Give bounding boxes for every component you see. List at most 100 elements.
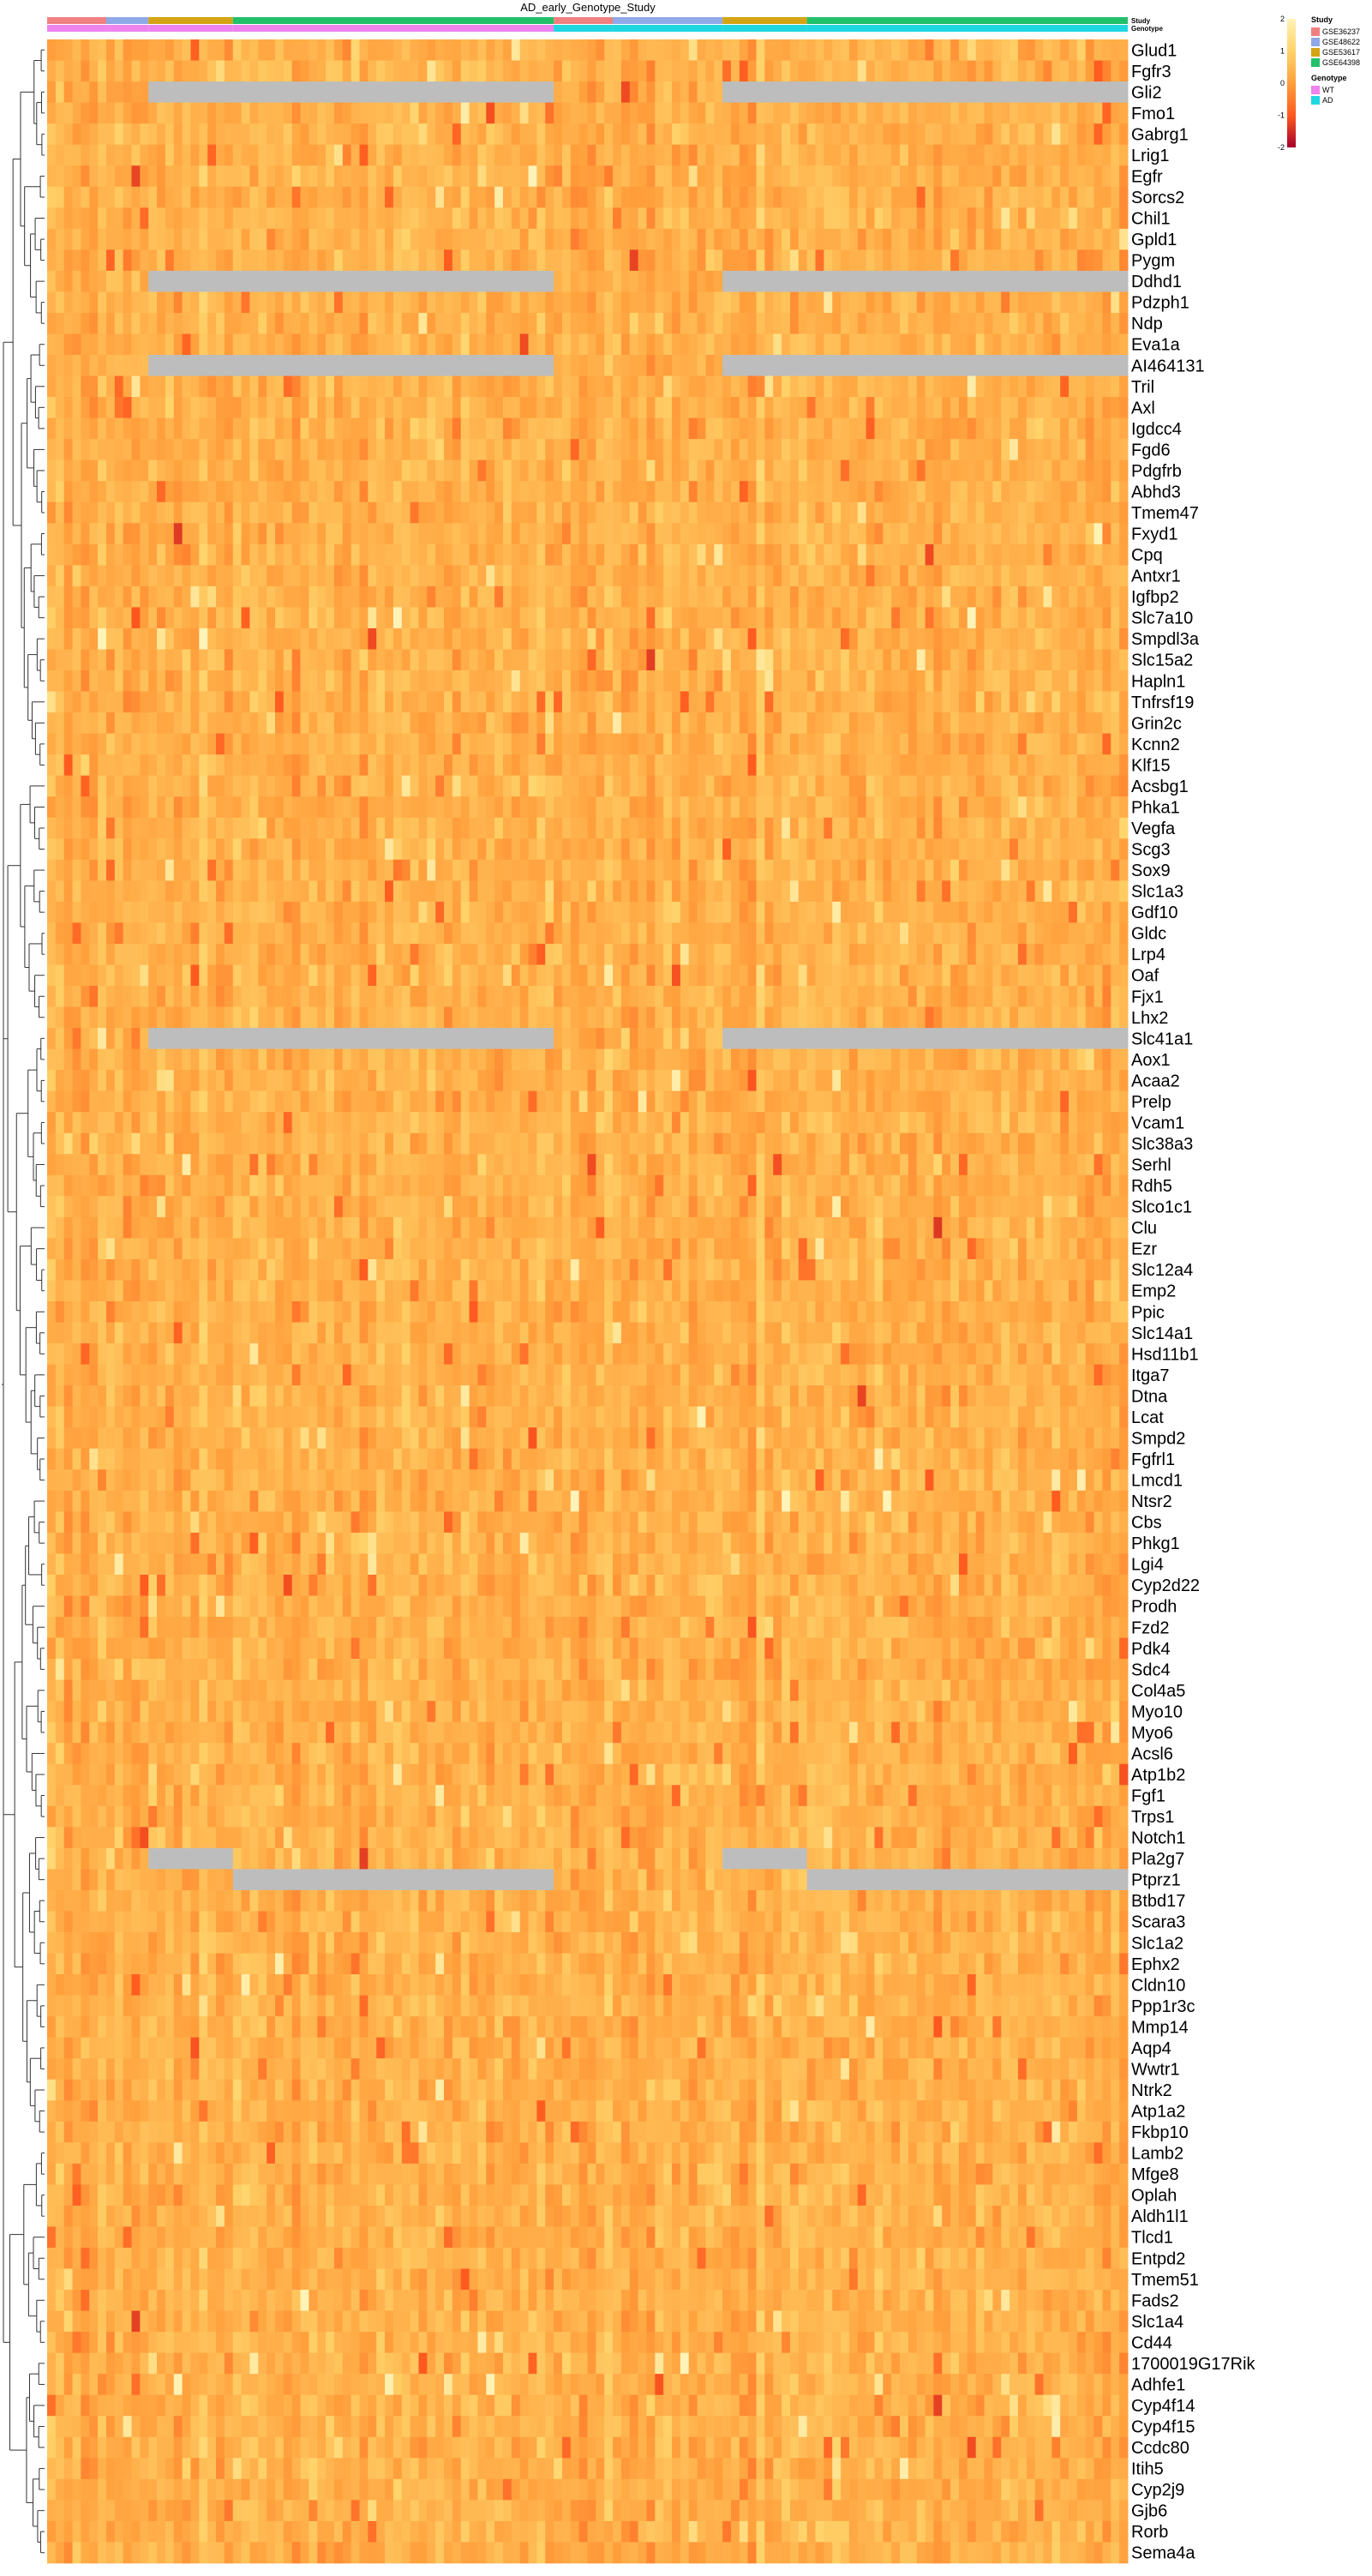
heatmap-row-phka1 xyxy=(47,796,1129,819)
heatmap-cell xyxy=(519,123,530,146)
study-annotation-gse36237 xyxy=(47,17,106,24)
heatmap-cell xyxy=(173,207,183,230)
heatmap-cell xyxy=(857,228,867,250)
heatmap-cell xyxy=(131,733,141,755)
heatmap-cell xyxy=(883,627,892,650)
heatmap-cell xyxy=(148,228,158,250)
heatmap-row-fgfr3 xyxy=(47,60,1129,82)
heatmap-cell xyxy=(444,712,453,734)
heatmap-cell xyxy=(789,375,800,398)
heatmap-cell xyxy=(165,186,175,208)
heatmap-cell xyxy=(1051,670,1061,692)
heatmap-cell xyxy=(376,481,386,503)
heatmap-cell xyxy=(1043,649,1052,671)
heatmap-cell xyxy=(392,670,403,692)
heatmap-cell xyxy=(933,60,943,82)
heatmap-cell xyxy=(173,859,183,881)
heatmap-cell xyxy=(672,270,681,292)
heatmap-cell xyxy=(317,333,327,356)
heatmap-cell xyxy=(342,670,352,692)
heatmap-cell xyxy=(866,607,875,629)
heatmap-cell xyxy=(486,165,495,188)
heatmap-cell xyxy=(950,859,960,881)
heatmap-cell xyxy=(63,649,74,671)
heatmap-cell xyxy=(697,607,706,629)
heatmap-cell xyxy=(81,543,90,566)
heatmap-cell xyxy=(55,501,65,524)
heatmap-cell xyxy=(1069,523,1078,545)
heatmap-cell xyxy=(359,649,368,671)
heatmap-cell xyxy=(1001,712,1010,734)
heatmap-cell xyxy=(418,123,428,146)
heatmap-cell xyxy=(958,585,968,608)
heatmap-cell xyxy=(173,754,183,777)
heatmap-cell xyxy=(418,859,428,881)
heatmap-cell xyxy=(824,39,833,61)
heatmap-cell xyxy=(832,165,842,188)
heatmap-cell xyxy=(739,207,749,230)
heatmap-cell xyxy=(224,123,234,146)
heatmap-cell xyxy=(207,501,217,524)
heatmap-cell xyxy=(47,123,57,146)
heatmap-cell xyxy=(620,375,631,398)
heatmap-cell xyxy=(376,859,386,881)
heatmap-cell xyxy=(444,523,453,545)
heatmap-cell xyxy=(326,880,335,903)
heatmap-cell xyxy=(392,565,403,587)
heatmap-cell xyxy=(1102,207,1111,230)
heatmap-cell xyxy=(646,123,656,146)
heatmap-cell xyxy=(249,733,259,755)
heatmap-cell xyxy=(883,102,892,124)
heatmap-cell xyxy=(401,207,411,230)
heatmap-cell xyxy=(291,627,302,650)
heatmap-cell xyxy=(613,417,622,440)
heatmap-cell xyxy=(933,312,943,334)
heatmap-cell xyxy=(528,585,537,608)
heatmap-cell xyxy=(578,355,588,376)
heatmap-cell xyxy=(857,144,867,166)
heatmap-cell xyxy=(283,291,293,314)
heatmap-cell xyxy=(933,228,943,250)
heatmap-cell xyxy=(578,501,588,524)
heatmap-cell xyxy=(613,397,622,418)
heatmap-cell xyxy=(857,375,867,398)
heatmap-cell xyxy=(274,375,285,398)
heatmap-cell xyxy=(798,417,808,440)
heatmap-cell xyxy=(587,355,596,376)
heatmap-cell xyxy=(1076,102,1087,124)
heatmap-cell xyxy=(613,523,622,545)
heatmap-cell xyxy=(933,123,943,146)
heatmap-cell xyxy=(697,417,706,440)
heatmap-cell xyxy=(123,585,133,608)
heatmap-cell xyxy=(105,144,116,166)
heatmap-cell xyxy=(249,291,259,314)
heatmap-cell xyxy=(942,775,951,797)
heatmap-cell xyxy=(975,102,986,124)
heatmap-cell xyxy=(283,775,293,797)
heatmap-cell xyxy=(173,649,183,671)
heatmap-cell xyxy=(72,649,81,671)
heatmap-cell xyxy=(81,270,90,292)
heatmap-cell xyxy=(114,627,124,650)
heatmap-cell xyxy=(1119,459,1129,482)
heatmap-cell xyxy=(672,39,681,61)
heatmap-cell xyxy=(376,880,386,903)
heatmap-cell xyxy=(1026,60,1036,82)
heatmap-cell xyxy=(806,733,816,755)
heatmap-cell xyxy=(98,501,107,524)
heatmap-cell xyxy=(157,838,166,861)
heatmap-cell xyxy=(55,585,65,608)
heatmap-cell xyxy=(1034,523,1044,545)
heatmap-cell xyxy=(1001,417,1010,440)
heatmap-cell xyxy=(1017,733,1028,755)
heatmap-cell xyxy=(182,775,191,797)
heatmap-cell xyxy=(444,627,453,650)
heatmap-cell xyxy=(418,249,428,272)
heatmap-cell xyxy=(392,417,403,440)
heatmap-cell xyxy=(182,817,191,839)
heatmap-cell xyxy=(511,39,521,61)
heatmap-cell xyxy=(967,291,977,314)
heatmap-cell xyxy=(545,291,554,314)
heatmap-cell xyxy=(274,459,285,482)
heatmap-cell xyxy=(857,754,867,777)
